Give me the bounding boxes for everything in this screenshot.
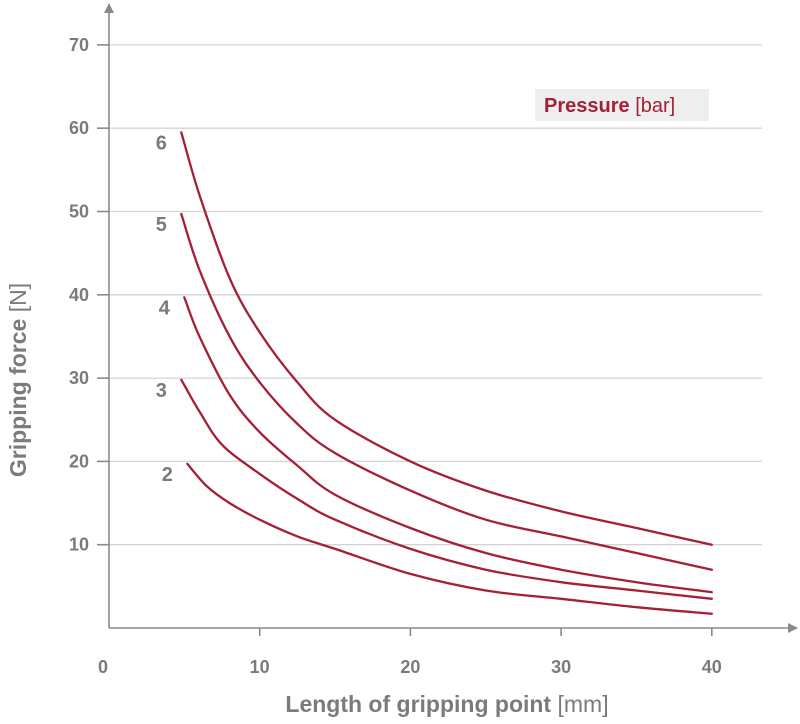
- legend-title-label: Pressure: [544, 95, 630, 117]
- y-axis-title-label: Gripping force: [5, 319, 31, 477]
- y-tick-label-10: 10: [69, 535, 89, 555]
- y-tick-label-70: 70: [69, 35, 89, 55]
- y-axis-title: Gripping force [N]: [5, 283, 31, 477]
- x-axis-title-unit: [mm]: [557, 691, 608, 717]
- y-tick-label-30: 30: [69, 368, 89, 388]
- x-axis-title: Length of gripping point [mm]: [285, 691, 608, 717]
- series-label-5: 5: [156, 214, 167, 236]
- y-tick-label-20: 20: [69, 451, 89, 471]
- legend-box: [535, 89, 709, 121]
- pressure-curves: [180, 131, 713, 615]
- grid-lines: [109, 44, 762, 546]
- curve-pressure-2: [186, 462, 713, 615]
- legend-title: Pressure [bar]: [544, 95, 675, 117]
- x-axis-title-label: Length of gripping point: [285, 691, 551, 717]
- curve-pressure-5: [180, 212, 713, 571]
- series-labels: 6 5 4 3 2: [156, 132, 173, 486]
- y-tick-label-50: 50: [69, 202, 89, 222]
- series-label-4: 4: [159, 297, 171, 319]
- x-tick-label-20: 20: [400, 657, 420, 677]
- x-tick-label-40: 40: [702, 657, 722, 677]
- series-label-3: 3: [156, 380, 167, 402]
- x-tick-label-0: 0: [98, 657, 108, 677]
- curve-pressure-3: [180, 378, 713, 600]
- curve-pressure-4: [183, 296, 713, 594]
- x-tick-label-10: 10: [250, 657, 270, 677]
- x-tick-label-30: 30: [551, 657, 571, 677]
- axis-ticks: 10 20 30 40 50 60 70 0 10 20 30 40: [69, 35, 722, 677]
- y-axis-title-unit: [N]: [5, 283, 31, 312]
- curve-pressure-6: [180, 131, 713, 546]
- y-tick-label-40: 40: [69, 285, 89, 305]
- series-label-2: 2: [162, 464, 173, 486]
- series-label-6: 6: [156, 132, 167, 154]
- legend-title-unit: [bar]: [635, 95, 675, 117]
- y-tick-label-60: 60: [69, 118, 89, 138]
